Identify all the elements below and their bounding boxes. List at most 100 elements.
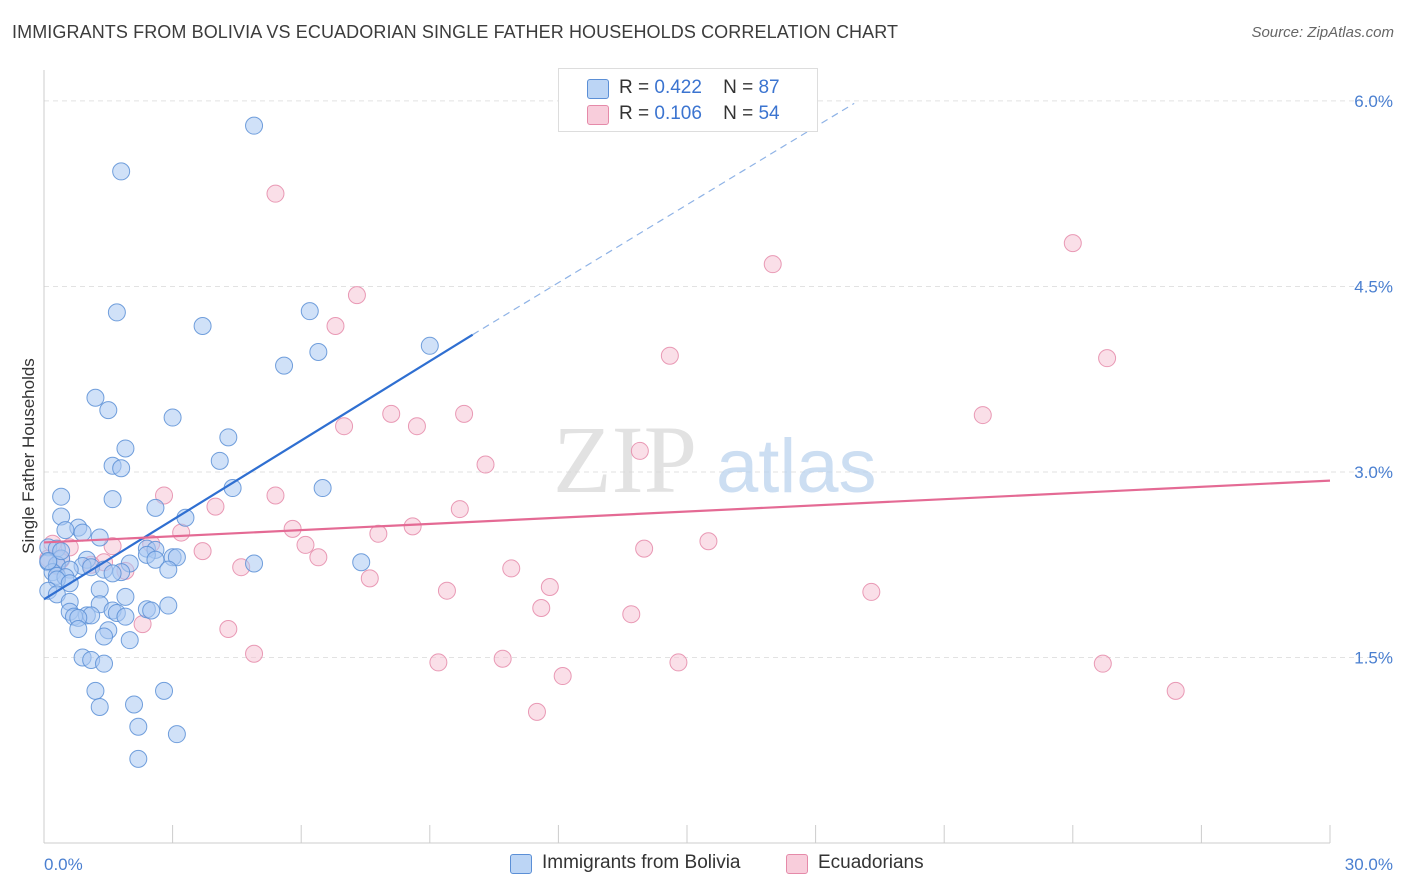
x-tick-label-max: 30.0% bbox=[1345, 855, 1393, 874]
legend-r-label: R = bbox=[619, 103, 650, 124]
bottom-legend-swatch-bolivia bbox=[510, 854, 532, 874]
legend-swatch-bolivia bbox=[587, 79, 609, 99]
ecuador-point-20 bbox=[172, 523, 191, 542]
bolivia-point-86 bbox=[52, 542, 71, 561]
bolivia-point-62 bbox=[142, 601, 161, 620]
bolivia-point-57 bbox=[116, 587, 135, 606]
legend-n-value-bolivia: 87 bbox=[758, 77, 780, 98]
bolivia-point-0 bbox=[245, 116, 264, 135]
bolivia-point-82 bbox=[129, 717, 148, 736]
bolivia-point-18 bbox=[52, 487, 71, 506]
bolivia-point-79 bbox=[155, 681, 174, 700]
ecuador-point-8 bbox=[382, 404, 401, 423]
source-note: Source: ZipAtlas.com bbox=[1251, 24, 1394, 41]
trendline-bolivia-extension bbox=[472, 102, 855, 336]
ecuador-point-23 bbox=[103, 537, 122, 556]
ecuador-point-27 bbox=[193, 542, 212, 561]
bolivia-point-1 bbox=[112, 162, 131, 181]
ecuador-point-47 bbox=[245, 644, 264, 663]
bottom-legend-swatch-ecuadorians bbox=[786, 854, 808, 874]
ecuador-point-41 bbox=[532, 599, 551, 618]
ecuador-point-54 bbox=[527, 702, 546, 721]
ecuador-point-53 bbox=[1166, 681, 1185, 700]
trendline-ecuadorians bbox=[43, 479, 1331, 544]
legend-r-value-bolivia: 0.422 bbox=[654, 77, 702, 98]
y-tick-label-3: 6.0% bbox=[1354, 92, 1393, 111]
trendlines bbox=[43, 102, 1331, 601]
bolivia-point-40 bbox=[352, 553, 371, 572]
ecuador-point-51 bbox=[1093, 654, 1112, 673]
ecuador-point-22 bbox=[699, 532, 718, 551]
bolivia-point-11 bbox=[219, 428, 238, 447]
ecuador-point-35 bbox=[502, 559, 521, 578]
bolivia-point-84 bbox=[129, 749, 148, 768]
bolivia-point-10 bbox=[163, 408, 182, 427]
watermark-zip: ZIP bbox=[553, 406, 697, 513]
bolivia-point-15 bbox=[112, 459, 131, 478]
bolivia-point-25 bbox=[73, 523, 92, 542]
bolivia-point-33 bbox=[167, 548, 186, 567]
bolivia-point-16 bbox=[313, 479, 332, 498]
bolivia-point-71 bbox=[69, 620, 88, 639]
ecuador-point-4 bbox=[326, 317, 345, 336]
series-bolivia bbox=[39, 116, 439, 768]
bolivia-point-46 bbox=[159, 560, 178, 579]
bolivia-point-8 bbox=[86, 388, 105, 407]
ecuador-point-49 bbox=[493, 649, 512, 668]
bolivia-point-13 bbox=[210, 451, 229, 470]
bolivia-point-9 bbox=[99, 401, 118, 420]
ecuador-point-19 bbox=[283, 519, 302, 538]
ecuador-point-15 bbox=[266, 486, 285, 505]
bolivia-point-19 bbox=[103, 490, 122, 509]
ecuador-point-44 bbox=[219, 620, 238, 639]
ecuador-point-7 bbox=[973, 406, 992, 425]
ecuador-point-52 bbox=[553, 667, 572, 686]
bolivia-point-81 bbox=[90, 697, 109, 716]
bolivia-point-39 bbox=[245, 554, 264, 573]
trendline-bolivia bbox=[43, 333, 474, 601]
ecuador-point-28 bbox=[309, 548, 328, 567]
bolivia-point-78 bbox=[86, 681, 105, 700]
bolivia-point-6 bbox=[309, 342, 328, 361]
ecuador-point-13 bbox=[476, 455, 495, 474]
legend-n-label: N = bbox=[723, 103, 754, 124]
bottom-legend-label-ecuadorians: Ecuadorians bbox=[818, 852, 924, 873]
bolivia-point-70 bbox=[116, 607, 135, 626]
bolivia-point-24 bbox=[56, 521, 75, 540]
bolivia-point-7 bbox=[275, 356, 294, 375]
bolivia-point-49 bbox=[103, 564, 122, 583]
ecuador-point-3 bbox=[347, 286, 366, 305]
ecuador-point-17 bbox=[450, 500, 469, 519]
bolivia-point-74 bbox=[120, 631, 139, 650]
bolivia-point-77 bbox=[95, 654, 114, 673]
bolivia-point-73 bbox=[95, 627, 114, 646]
ecuador-point-12 bbox=[630, 441, 649, 460]
legend-r-value-ecuadorians: 0.106 bbox=[654, 103, 702, 124]
ecuador-point-39 bbox=[437, 581, 456, 600]
watermark: ZIP atlas bbox=[553, 406, 877, 513]
ecuador-point-18 bbox=[403, 517, 422, 536]
legend-swatch-ecuadorians bbox=[587, 105, 609, 125]
ecuador-point-10 bbox=[335, 417, 354, 436]
ecuador-point-2 bbox=[763, 255, 782, 274]
ecuador-point-16 bbox=[206, 497, 225, 516]
legend-r-label: R = bbox=[619, 77, 650, 98]
bolivia-point-60 bbox=[159, 596, 178, 615]
bolivia-point-83 bbox=[167, 725, 186, 744]
watermark-atlas: atlas bbox=[716, 424, 877, 509]
y-tick-label-2: 4.5% bbox=[1354, 277, 1393, 296]
ecuador-point-40 bbox=[862, 582, 881, 601]
y-tick-label-0: 1.5% bbox=[1354, 648, 1393, 667]
axes bbox=[43, 70, 1331, 844]
legend-n-label: N = bbox=[723, 77, 754, 98]
x-tick-labels: 0.0% 30.0% bbox=[44, 855, 1393, 874]
x-tick-label-min: 0.0% bbox=[44, 855, 83, 874]
bolivia-point-26 bbox=[90, 528, 109, 547]
bolivia-point-12 bbox=[116, 439, 135, 458]
ecuador-point-1 bbox=[1063, 234, 1082, 253]
bolivia-point-85 bbox=[39, 552, 58, 571]
ecuador-point-37 bbox=[360, 569, 379, 588]
ecuador-point-9 bbox=[455, 404, 474, 423]
bolivia-point-20 bbox=[146, 498, 165, 517]
